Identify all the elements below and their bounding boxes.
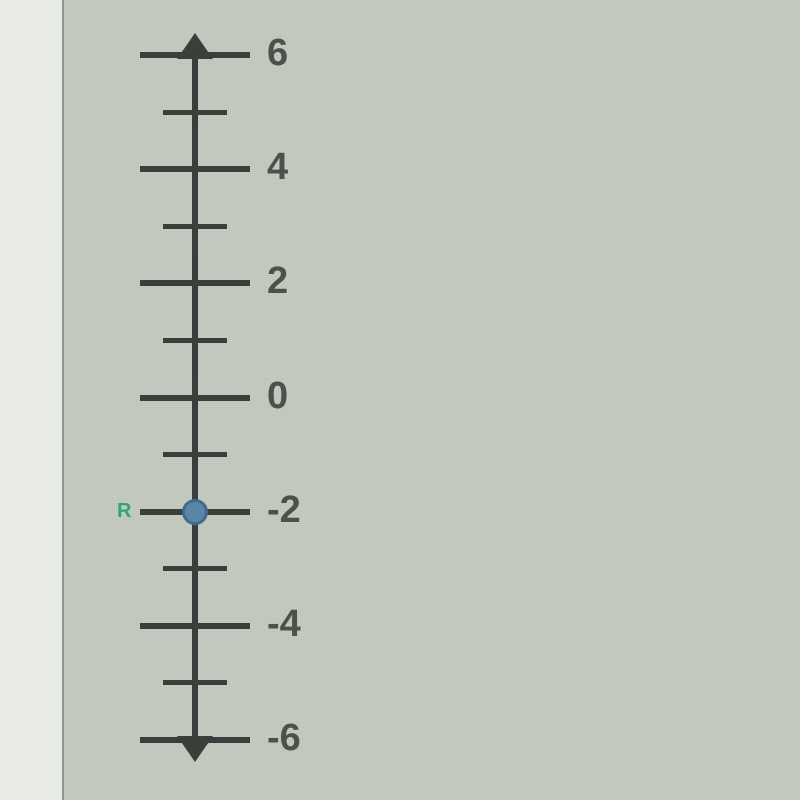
tick-label: -6 [267, 717, 301, 760]
point-marker [182, 499, 208, 525]
major-tick [140, 52, 250, 58]
major-tick [140, 395, 250, 401]
minor-tick [163, 338, 227, 343]
tick-label: -4 [267, 603, 301, 646]
minor-tick [163, 452, 227, 457]
tick-label: 6 [267, 32, 288, 75]
vertical-divider [62, 0, 64, 800]
chart-background [0, 0, 800, 800]
minor-tick [163, 224, 227, 229]
tick-label: 0 [267, 375, 288, 418]
major-tick [140, 280, 250, 286]
minor-tick [163, 680, 227, 685]
point-label: R [117, 500, 131, 523]
tick-label: 4 [267, 146, 288, 189]
tick-label: -2 [267, 489, 301, 532]
major-tick [140, 737, 250, 743]
minor-tick [163, 110, 227, 115]
tick-label: 2 [267, 260, 288, 303]
major-tick [140, 623, 250, 629]
left-gutter [0, 0, 62, 800]
minor-tick [163, 566, 227, 571]
major-tick [140, 166, 250, 172]
